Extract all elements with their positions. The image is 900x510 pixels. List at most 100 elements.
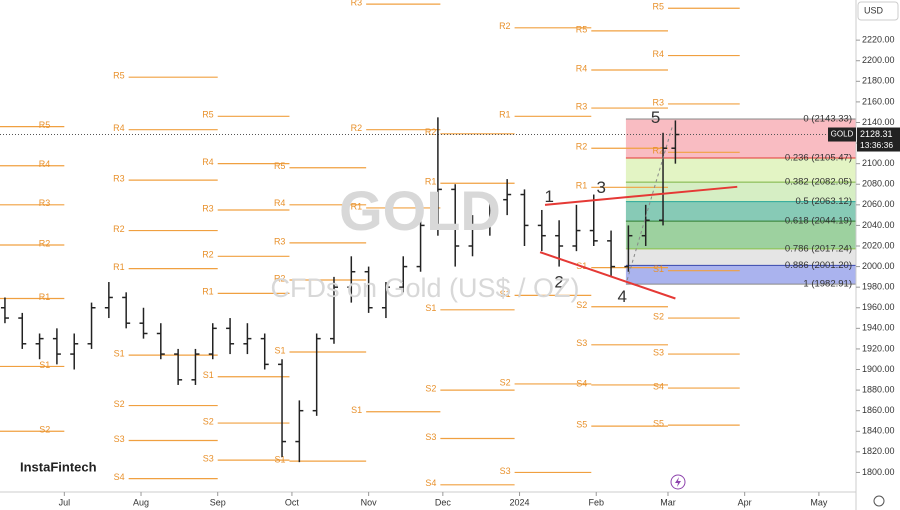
x-tick-label: Apr — [738, 497, 752, 507]
pivot-label: S2 — [39, 425, 50, 435]
pivot-label: S3 — [425, 432, 436, 442]
x-tick-label: Feb — [588, 497, 604, 507]
pivot-label: S1 — [274, 345, 285, 355]
pivot-label: S1 — [114, 348, 125, 358]
price-box — [857, 127, 900, 152]
pivot-label: S3 — [203, 453, 214, 463]
pivot-label: R3 — [202, 203, 214, 213]
pivot-label: S5 — [576, 420, 587, 430]
y-tick-label: 1880.00 — [862, 384, 895, 394]
pivot-label: R5 — [576, 24, 588, 34]
pivot-label: S4 — [576, 378, 587, 388]
pivot-label: R2 — [499, 21, 511, 31]
pivot-label: S1 — [351, 405, 362, 415]
price-axis: 1800.00 1820.00 1840.00 1860.00 1880.00 1900.… — [59, 35, 900, 507]
pivot-label: R2 — [39, 238, 51, 248]
wave-label: 5 — [651, 108, 660, 127]
pivot-label: S3 — [500, 466, 511, 476]
pivot-label: R1 — [113, 262, 125, 272]
pivot-label: R2 — [576, 142, 588, 152]
pivot-label: R1 — [499, 110, 511, 120]
x-tick-label: May — [810, 497, 828, 507]
trend-line — [544, 185, 738, 206]
pivot-label: R5 — [202, 110, 214, 120]
pivot-label: S2 — [425, 383, 436, 393]
pivot-label: S4 — [114, 472, 125, 482]
y-tick-label: 1840.00 — [862, 426, 895, 436]
y-tick-label: 1920.00 — [862, 343, 895, 353]
pivot-label: S4 — [653, 381, 664, 391]
pivot-label: R5 — [274, 161, 286, 171]
fib-band — [625, 182, 856, 202]
lightning-glyph — [675, 477, 681, 487]
logo: InstaFintech — [20, 459, 97, 474]
pivot-label: R2 — [113, 224, 125, 234]
fib-band — [625, 119, 856, 159]
x-tick-label: Mar — [660, 497, 676, 507]
pivot-label: S1 — [274, 454, 285, 464]
x-tick-label: 2024 — [510, 497, 530, 507]
pivot-label: S2 — [653, 311, 664, 321]
fib-label: 0 (2143.33) — [803, 114, 852, 125]
wave-label: 4 — [617, 287, 626, 306]
pivot-label: R1 — [425, 177, 437, 187]
currency[interactable]: USD — [864, 5, 884, 15]
y-tick-label: 2040.00 — [862, 220, 895, 230]
y-tick-label: 2000.00 — [862, 261, 895, 271]
y-tick-label: 1860.00 — [862, 405, 895, 415]
wave-path — [626, 126, 673, 281]
pivot-label: S1 — [653, 264, 664, 274]
fib-band — [625, 221, 856, 249]
wave-label: 3 — [596, 178, 605, 197]
wave-label: 1 — [544, 187, 553, 206]
y-tick-label: 1980.00 — [862, 282, 895, 292]
pivot-label: S2 — [500, 377, 511, 387]
currency-button[interactable] — [857, 1, 899, 21]
fib-label: 0.382 (2082.05) — [785, 177, 852, 188]
pivot-label: R5 — [39, 120, 51, 130]
price-value: 2128.31 — [860, 129, 893, 139]
pivot-label: S2 — [203, 416, 214, 426]
price-axis-bg — [856, 0, 900, 510]
pivot-label: R3 — [576, 101, 588, 111]
fib-label: 0.886 (2001.20) — [785, 260, 852, 271]
pivot-label: R4 — [652, 49, 664, 59]
pivot-label: S1 — [500, 289, 511, 299]
settings-icon[interactable] — [873, 495, 885, 507]
pivot-label: R3 — [39, 198, 51, 208]
fib-label: 0.786 (2017.24) — [785, 243, 852, 254]
y-tick-label: 2220.00 — [862, 35, 895, 45]
y-tick-label: 2160.00 — [862, 96, 895, 106]
pivot-label: R2 — [351, 123, 363, 133]
y-tick-label: 1820.00 — [862, 446, 895, 456]
price-timer: 13:36:36 — [860, 140, 893, 150]
y-tick-label: 1900.00 — [862, 364, 895, 374]
pivot-label: R4 — [113, 123, 125, 133]
pivot-label: R4 — [202, 157, 214, 167]
pivot-label: S3 — [114, 434, 125, 444]
watermark-subtitle: CFDs on Gold (US$ / OZ) — [270, 273, 579, 303]
fib-band — [625, 248, 856, 266]
y-tick-label: 2020.00 — [862, 240, 895, 250]
pivot-label: S3 — [653, 347, 664, 357]
pivot-label: R4 — [274, 198, 286, 208]
x-tick-label: Jul — [59, 497, 71, 507]
pivot-label: R2 — [425, 127, 437, 137]
fib-label: 1 (1982.91) — [803, 279, 852, 290]
fib-label: 0.236 (2105.47) — [785, 153, 852, 164]
y-tick-label: 1940.00 — [862, 323, 895, 333]
y-tick-label: 2080.00 — [862, 179, 895, 189]
x-tick-label: Oct — [285, 497, 300, 507]
fib-band — [625, 158, 856, 183]
price-name-box — [828, 127, 856, 142]
wave-label: 2 — [554, 273, 563, 292]
pivot-label: R2 — [652, 146, 664, 156]
y-tick-label: 2060.00 — [862, 199, 895, 209]
plot-area: 0 (2143.33) 0.236 (2105.47) 0.382 (2082.05… — [0, 0, 856, 488]
pivot-label: R2 — [274, 273, 286, 283]
pivot-label: R5 — [113, 71, 125, 81]
pivot-label: S1 — [425, 303, 436, 313]
pivot-label: R1 — [576, 181, 588, 191]
pivot-label: S2 — [576, 300, 587, 310]
